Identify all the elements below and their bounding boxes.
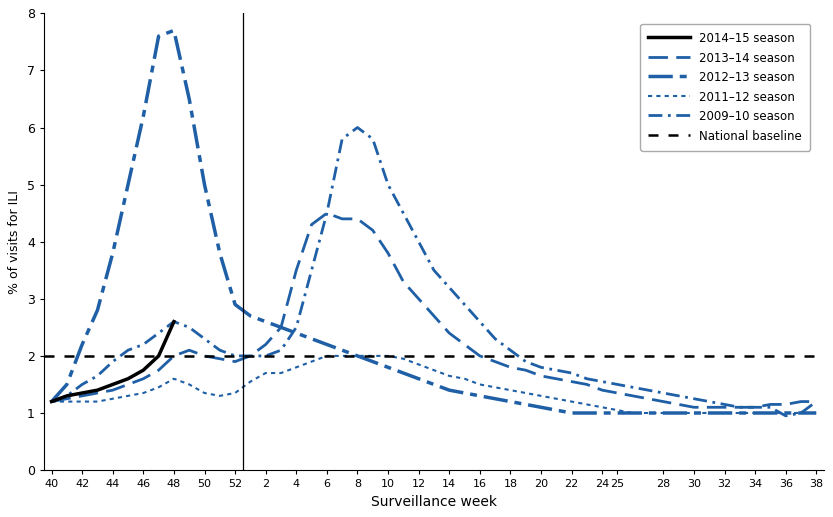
X-axis label: Surveillance week: Surveillance week	[371, 495, 497, 509]
Y-axis label: % of visits for ILI: % of visits for ILI	[8, 190, 22, 294]
Legend: 2014–15 season, 2013–14 season, 2012–13 season, 2011–12 season, 2009–10 season, : 2014–15 season, 2013–14 season, 2012–13 …	[641, 24, 811, 151]
